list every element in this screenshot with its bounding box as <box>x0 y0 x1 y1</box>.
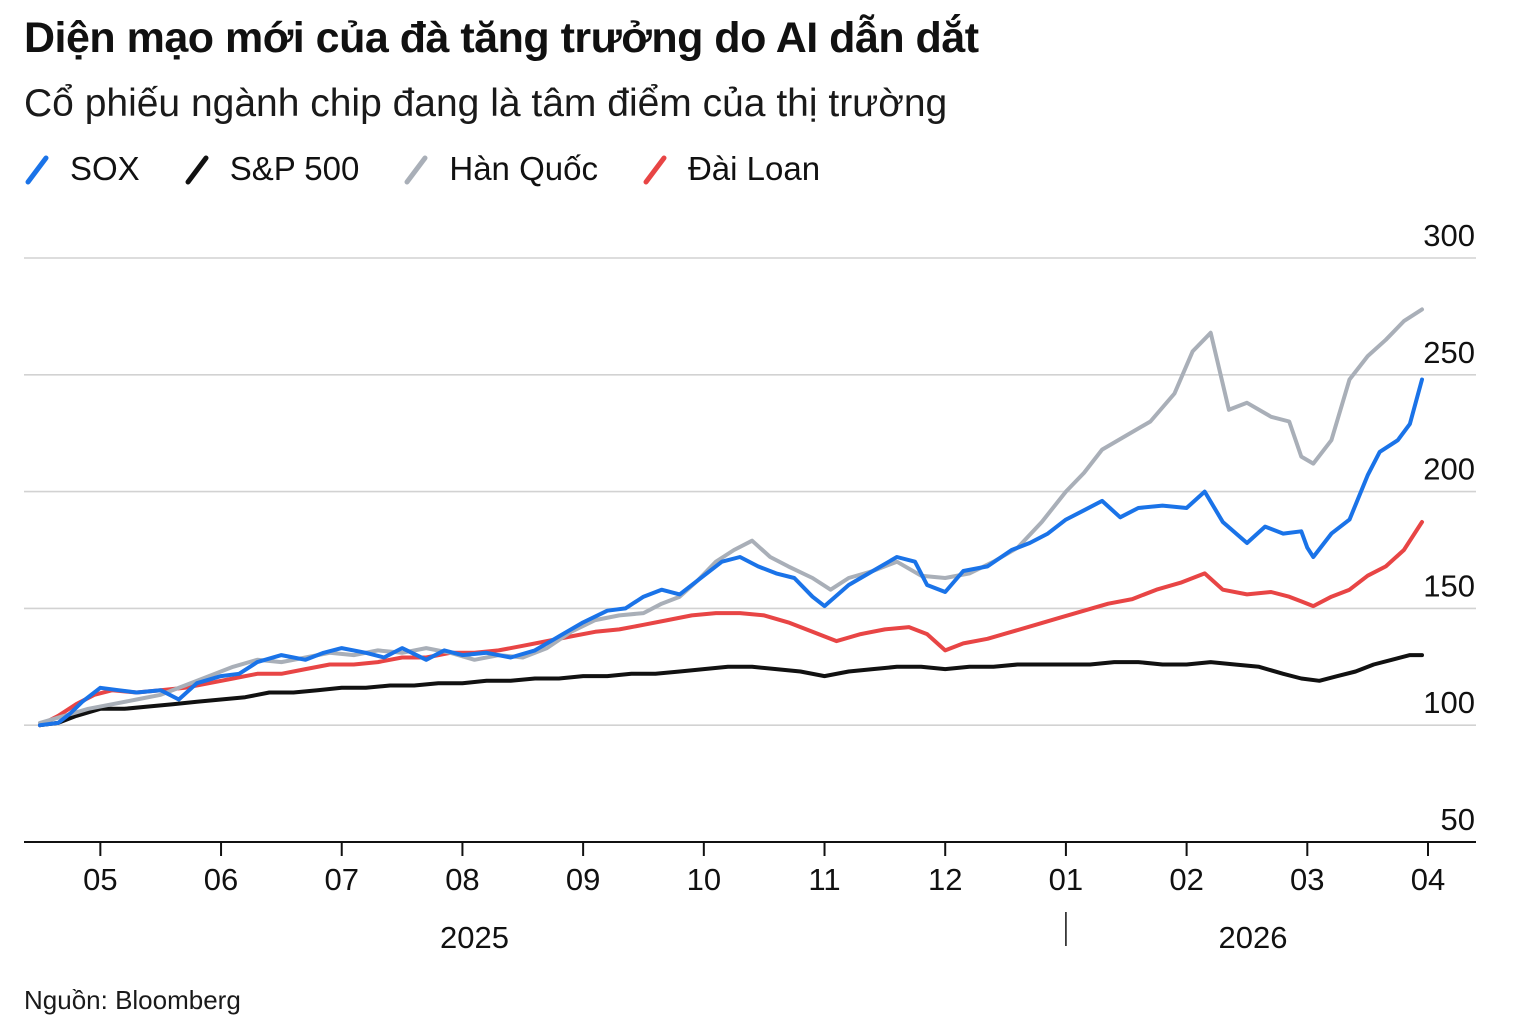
legend-label: Hàn Quốc <box>449 150 598 187</box>
x-tick-label: 02 <box>1169 862 1203 897</box>
y-tick-label: 200 <box>1423 452 1475 487</box>
x-tick-label: 08 <box>445 862 479 897</box>
y-tick-label: 250 <box>1423 335 1475 370</box>
source-note: Nguồn: Bloomberg <box>24 985 241 1015</box>
legend-swatch <box>184 152 210 186</box>
x-tick-label: 01 <box>1049 862 1083 897</box>
legend-label: S&P 500 <box>229 150 360 187</box>
chart-legend: SOX S&P 500 Hàn Quốc Đài Loan <box>24 150 864 188</box>
year-label: 2025 <box>440 920 509 955</box>
x-tick-label: 07 <box>324 862 358 897</box>
legend-label: SOX <box>70 150 140 187</box>
x-tick-label: 12 <box>928 862 962 897</box>
x-tick-label: 09 <box>566 862 600 897</box>
legend-item: Hàn Quốc <box>403 150 598 188</box>
y-tick-label: 150 <box>1423 568 1475 603</box>
legend-item: SOX <box>24 150 140 188</box>
x-tick-label: 03 <box>1290 862 1324 897</box>
y-tick-label: 300 <box>1423 218 1475 253</box>
legend-item: Đài Loan <box>642 150 820 188</box>
year-label: 2026 <box>1219 920 1288 955</box>
x-tick-label: 06 <box>204 862 238 897</box>
legend-item: S&P 500 <box>184 150 360 188</box>
legend-swatch <box>403 152 429 186</box>
y-tick-label: 50 <box>1441 802 1475 837</box>
series-line-s-p-500 <box>38 653 1424 728</box>
legend-swatch <box>24 152 50 186</box>
x-tick-label: 05 <box>83 862 117 897</box>
chart-subtitle: Cổ phiếu ngành chip đang là tâm điểm của… <box>24 82 948 125</box>
x-tick-label: 11 <box>808 862 840 897</box>
series-line--i-loan <box>38 520 1424 728</box>
legend-label: Đài Loan <box>687 150 821 187</box>
chart-title: Diện mạo mới của đà tăng trưởng do AI dẫ… <box>24 14 979 62</box>
legend-swatch <box>642 152 668 186</box>
x-tick-label: 04 <box>1411 862 1445 897</box>
y-tick-label: 100 <box>1423 685 1475 720</box>
x-tick-label: 10 <box>687 862 721 897</box>
series-line-sox <box>38 377 1424 728</box>
